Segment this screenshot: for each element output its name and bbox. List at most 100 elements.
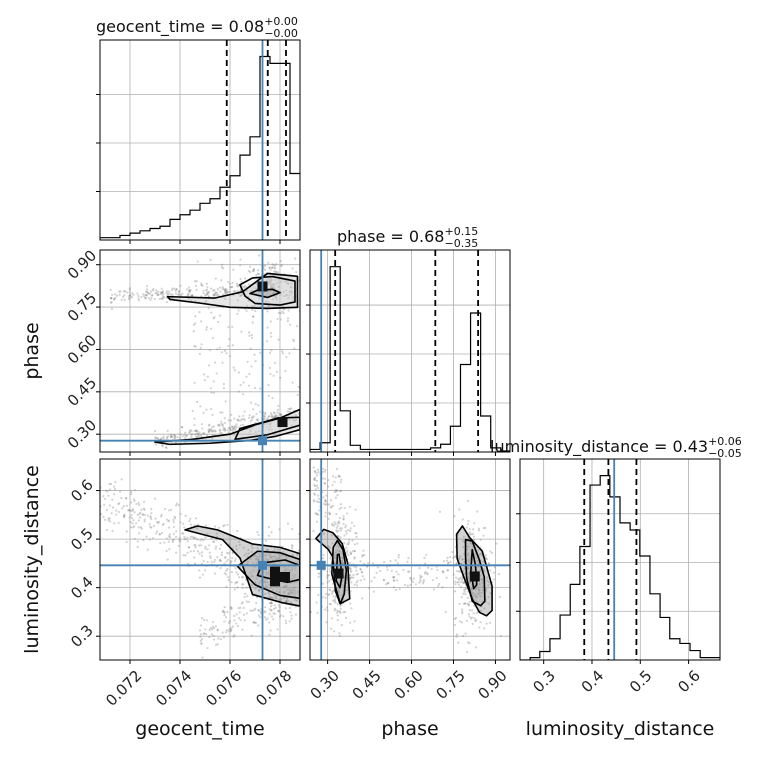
- sample-point: [161, 297, 164, 301]
- sample-point: [489, 550, 492, 553]
- density-peak-cell: [277, 417, 288, 428]
- sample-point: [194, 299, 197, 303]
- sample-point: [103, 497, 107, 500]
- sample-point: [256, 419, 260, 422]
- sample-point: [345, 551, 349, 554]
- sample-point: [169, 293, 172, 296]
- sample-point: [206, 532, 209, 535]
- sample-point: [337, 566, 340, 569]
- sample-point: [221, 286, 224, 289]
- sample-point: [258, 552, 261, 556]
- sample-point: [155, 532, 158, 535]
- sample-point: [466, 567, 469, 570]
- sample-point: [271, 283, 275, 286]
- sample-point: [339, 611, 342, 615]
- sample-point: [336, 609, 339, 612]
- sample-point: [474, 619, 477, 623]
- sample-point: [283, 586, 286, 589]
- sample-point: [227, 419, 230, 422]
- sample-point: [344, 616, 348, 619]
- sample-point: [188, 430, 191, 433]
- sample-point: [184, 514, 187, 517]
- panel-frame: [309, 458, 511, 661]
- sample-point: [412, 577, 415, 580]
- sample-point: [489, 592, 492, 595]
- sample-point: [193, 344, 196, 348]
- sample-point: [200, 642, 203, 645]
- x-tick-label: 0.074: [152, 667, 195, 710]
- contour-line: [331, 539, 348, 605]
- panel-frame: [99, 249, 301, 453]
- sample-point: [290, 292, 293, 295]
- sample-point: [268, 279, 272, 283]
- sample-point: [324, 468, 327, 472]
- sample-point: [289, 611, 292, 614]
- sample-point: [223, 288, 227, 291]
- sample-point: [251, 269, 255, 273]
- sample-point: [338, 489, 342, 493]
- sample-point: [284, 600, 287, 603]
- sample-point: [257, 533, 260, 537]
- sample-point: [236, 284, 240, 287]
- sample-point: [359, 560, 362, 563]
- sample-point: [214, 547, 217, 550]
- sample-point: [283, 596, 286, 599]
- sample-point: [269, 332, 273, 335]
- sample-point: [458, 602, 461, 606]
- sample-point: [419, 578, 422, 581]
- sample-point: [150, 507, 153, 511]
- sample-point: [206, 291, 209, 294]
- sample-point: [200, 537, 203, 541]
- x-tick-label: 0.076: [202, 667, 245, 710]
- sample-point: [149, 516, 152, 519]
- sample-point: [254, 360, 257, 363]
- sample-point: [130, 509, 133, 512]
- sample-point: [236, 285, 239, 288]
- sample-point: [478, 553, 481, 556]
- sample-point: [474, 588, 477, 591]
- sample-point: [220, 351, 224, 354]
- sample-point: [479, 538, 482, 541]
- sample-point: [150, 512, 153, 515]
- sample-point: [267, 595, 270, 599]
- sample-point: [409, 583, 412, 587]
- sample-point: [164, 507, 167, 511]
- sample-point: [290, 290, 293, 293]
- sample-point: [213, 294, 216, 297]
- sample-point: [120, 298, 123, 301]
- sample-point: [192, 323, 196, 326]
- sample-point: [218, 314, 222, 317]
- sample-point: [166, 437, 169, 440]
- sample-point: [342, 518, 345, 521]
- sample-point: [161, 290, 165, 293]
- sample-point: [269, 268, 272, 271]
- sample-point: [273, 416, 276, 419]
- sample-point: [467, 566, 470, 569]
- sample-point: [211, 426, 214, 429]
- sample-point: [386, 582, 389, 585]
- sample-point: [315, 512, 318, 515]
- sample-point: [149, 298, 152, 301]
- sample-point: [214, 643, 218, 646]
- sample-point: [127, 509, 130, 512]
- sample-point: [487, 602, 490, 605]
- sample-point: [270, 422, 273, 425]
- sample-point: [191, 432, 194, 435]
- sample-point: [246, 560, 250, 563]
- sample-point: [129, 526, 133, 529]
- sample-point: [236, 419, 239, 422]
- sample-point: [254, 607, 257, 610]
- sample-point: [195, 436, 199, 439]
- sample-point: [329, 603, 332, 606]
- sample-point: [203, 379, 206, 382]
- sample-point: [264, 610, 267, 613]
- sample-point: [210, 628, 214, 631]
- sample-point: [199, 346, 202, 350]
- sample-point: [340, 527, 344, 530]
- sample-point: [237, 309, 240, 312]
- sample-point: [330, 505, 333, 508]
- sample-point: [304, 566, 306, 568]
- sample-point: [492, 578, 496, 581]
- sample-point: [295, 325, 299, 328]
